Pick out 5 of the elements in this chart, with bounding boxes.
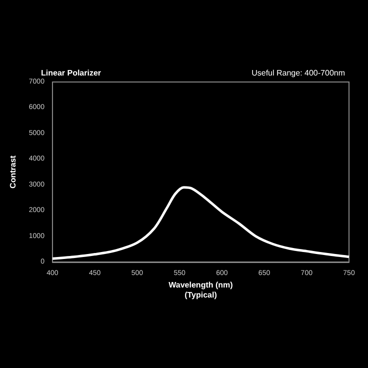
y-axis-title: Contrast (8, 155, 18, 188)
line-series (51, 186, 350, 260)
chart-subtitle: Useful Range: 400-700nm (252, 68, 346, 78)
x-axis-title: Wavelength (nm) (Typical) (168, 280, 234, 300)
chart-title: Linear Polarizer (41, 68, 102, 78)
